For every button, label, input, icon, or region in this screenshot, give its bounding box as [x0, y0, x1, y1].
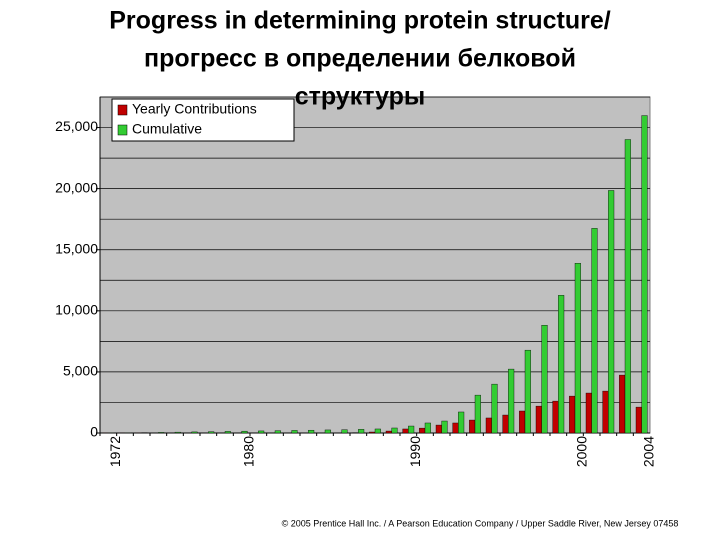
bar [435, 424, 442, 434]
x-tick-label: 1990 [407, 436, 423, 467]
bar [291, 430, 298, 434]
legend-box [111, 98, 295, 142]
bar [585, 392, 592, 434]
legend-swatch [117, 124, 128, 136]
bar [519, 410, 526, 434]
y-tick-label: 0 [90, 424, 98, 440]
bar [485, 417, 492, 434]
bar [574, 263, 581, 434]
bar [324, 429, 331, 434]
bar [535, 405, 542, 434]
bar [641, 115, 648, 434]
chart-title: Progress in determining protein structur… [109, 7, 611, 35]
bar [158, 432, 165, 434]
bar [341, 429, 348, 434]
bar [541, 325, 548, 434]
legend-label: Yearly Contributions [132, 101, 257, 117]
y-tick-label: 5,000 [63, 363, 98, 379]
bar [274, 430, 281, 434]
bar [469, 419, 476, 434]
x-tick-label: 1980 [240, 436, 256, 467]
bar [552, 400, 559, 434]
legend-swatch [117, 104, 128, 116]
bar [452, 422, 459, 434]
y-tick-label: 10,000 [55, 302, 98, 318]
bar [402, 428, 409, 434]
bar [191, 431, 198, 434]
bar [508, 368, 515, 434]
bar [408, 425, 415, 434]
bar [602, 390, 609, 434]
chart-title: прогресс в определении белковой [144, 45, 576, 73]
bar [241, 430, 248, 434]
bar [608, 190, 615, 434]
bar [369, 431, 376, 434]
bar [391, 427, 398, 434]
bar [358, 429, 365, 434]
bar [419, 427, 426, 434]
bar [558, 295, 565, 434]
bar [635, 406, 642, 434]
bar [569, 395, 576, 434]
bar [258, 430, 265, 434]
bar [524, 349, 531, 434]
bar [174, 431, 181, 434]
bar [491, 383, 498, 434]
bar [224, 431, 231, 434]
legend-label: Cumulative [132, 121, 202, 137]
y-tick-label: 20,000 [55, 179, 98, 195]
bar [624, 139, 631, 434]
y-tick-label: 15,000 [55, 240, 98, 256]
bar [458, 411, 465, 434]
bar [424, 422, 431, 434]
plot-area [99, 96, 651, 434]
bar [208, 431, 215, 434]
bar [591, 228, 598, 434]
bar [385, 430, 392, 434]
chart-title: структуры [295, 83, 426, 111]
source-note: © 2005 Prentice Hall Inc. / A Pearson Ed… [282, 518, 679, 528]
bar [308, 429, 315, 434]
bar [502, 414, 509, 434]
bar [441, 420, 448, 434]
bar [374, 428, 381, 434]
x-tick-label: 2004 [640, 436, 656, 467]
bar [474, 394, 481, 434]
x-tick-label: 2000 [574, 436, 590, 467]
y-tick-label: 25,000 [55, 118, 98, 134]
x-tick-label: 1972 [107, 436, 123, 467]
bar [619, 374, 626, 434]
